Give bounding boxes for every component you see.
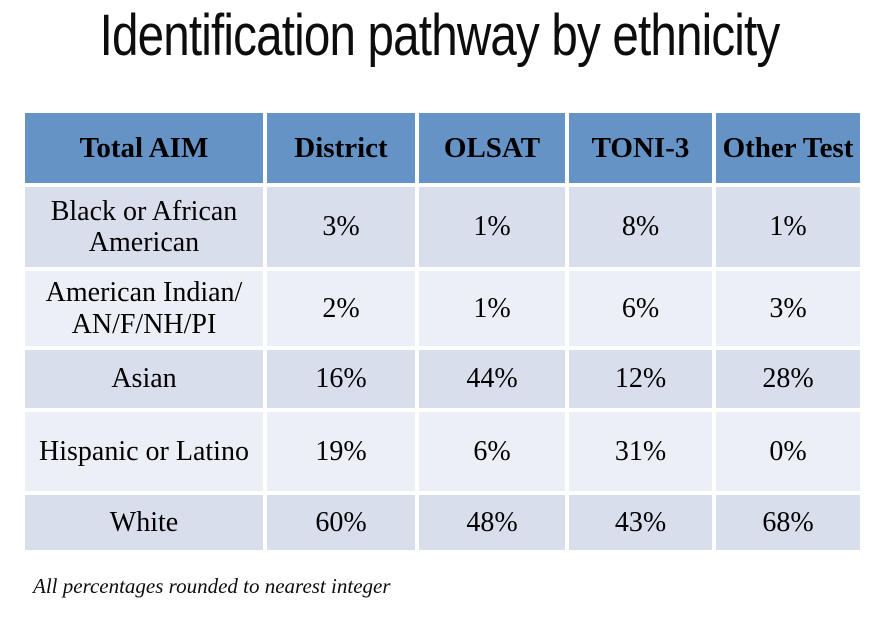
value-cell-r2-olsat: 44% bbox=[419, 350, 565, 408]
value-cell-r1-toni-3: 6% bbox=[569, 271, 712, 346]
value-cell-r2-toni-3: 12% bbox=[569, 350, 712, 408]
value-cell-r4-district: 60% bbox=[267, 495, 415, 550]
footnote: All percentages rounded to nearest integ… bbox=[33, 574, 391, 598]
ethnicity-pathway-table: Total AIM District OLSAT TONI-3 Other Te… bbox=[25, 113, 860, 550]
header-cell-district: District bbox=[267, 113, 415, 183]
value-cell-r1-other-test: 3% bbox=[716, 271, 860, 346]
value-cell-r3-olsat: 6% bbox=[419, 412, 565, 491]
value-cell-r0-other-test: 1% bbox=[716, 187, 860, 267]
value-cell-r4-toni-3: 43% bbox=[569, 495, 712, 550]
value-cell-r4-other-test: 68% bbox=[716, 495, 860, 550]
row-label-american-indian: American Indian/ AN/F/NH/PI bbox=[25, 271, 263, 346]
header-cell-other-test: Other Test bbox=[716, 113, 860, 183]
value-cell-r0-district: 3% bbox=[267, 187, 415, 267]
value-cell-r3-toni-3: 31% bbox=[569, 412, 712, 491]
header-cell-olsat: OLSAT bbox=[419, 113, 565, 183]
row-label-black-or-african-american: Black or African American bbox=[25, 187, 263, 267]
value-cell-r2-other-test: 28% bbox=[716, 350, 860, 408]
value-cell-r0-olsat: 1% bbox=[419, 187, 565, 267]
value-cell-r1-district: 2% bbox=[267, 271, 415, 346]
row-label-asian: Asian bbox=[25, 350, 263, 408]
value-cell-r2-district: 16% bbox=[267, 350, 415, 408]
value-cell-r3-other-test: 0% bbox=[716, 412, 860, 491]
header-cell-total-aim: Total AIM bbox=[25, 113, 263, 183]
value-cell-r1-olsat: 1% bbox=[419, 271, 565, 346]
row-label-hispanic-or-latino: Hispanic or Latino bbox=[25, 412, 263, 491]
value-cell-r4-olsat: 48% bbox=[419, 495, 565, 550]
value-cell-r3-district: 19% bbox=[267, 412, 415, 491]
page-title: Identification pathway by ethnicity bbox=[99, 3, 781, 68]
row-label-white: White bbox=[25, 495, 263, 550]
value-cell-r0-toni-3: 8% bbox=[569, 187, 712, 267]
header-cell-toni-3: TONI-3 bbox=[569, 113, 712, 183]
